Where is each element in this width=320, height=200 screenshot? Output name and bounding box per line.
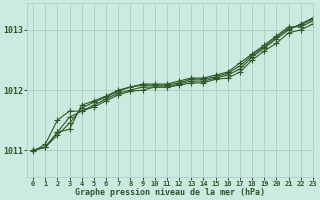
X-axis label: Graphe pression niveau de la mer (hPa): Graphe pression niveau de la mer (hPa)	[75, 188, 265, 197]
